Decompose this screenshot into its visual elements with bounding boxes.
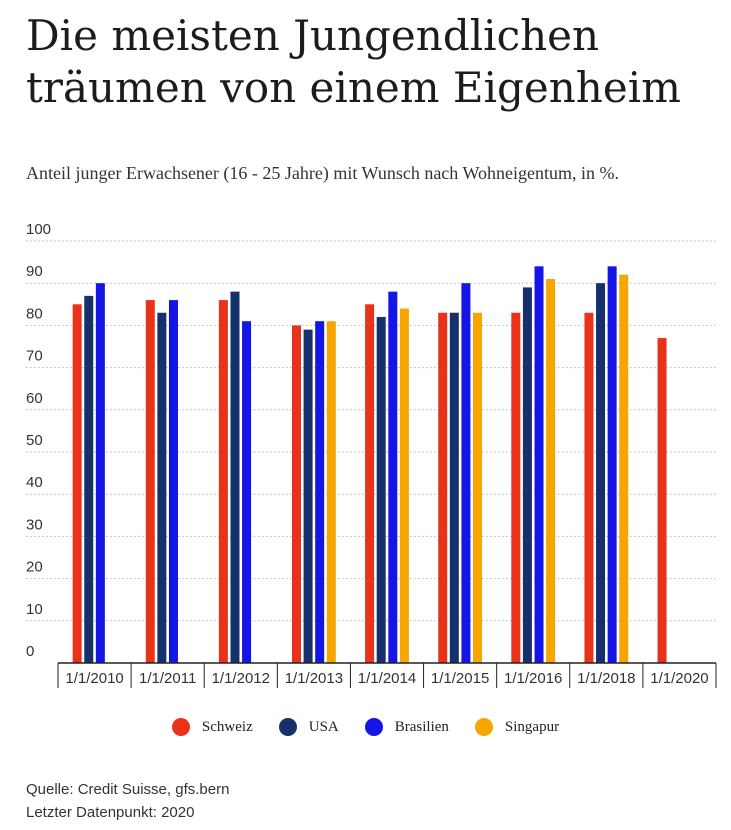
bar-schweiz-1: [145, 300, 155, 663]
bar-brasilien-6: [534, 266, 544, 663]
bar-usa-2: [230, 291, 240, 663]
bar-usa-6: [522, 287, 532, 663]
bar-usa-0: [84, 295, 94, 663]
bar-usa-5: [449, 312, 459, 663]
bar-schweiz-4: [365, 304, 375, 663]
legend-label-brasilien: Brasilien: [394, 718, 449, 735]
bar-brasilien-4: [388, 291, 398, 663]
y-tick-label: 30: [26, 516, 43, 533]
x-tick-label: 1/1/2013: [285, 670, 343, 687]
y-tick-label: 50: [26, 432, 43, 449]
bar-brasilien-7: [607, 266, 617, 663]
bar-schweiz-3: [291, 325, 301, 663]
y-tick-label: 0: [26, 643, 34, 660]
legend-label-singapur: Singapur: [504, 718, 560, 735]
bar-schweiz-8: [657, 338, 667, 663]
bar-usa-4: [376, 316, 386, 663]
bar-usa-3: [303, 329, 313, 663]
legend-item-usa: USA: [278, 718, 339, 736]
bar-brasilien-0: [95, 283, 105, 663]
legend-swatch-schweiz: [171, 718, 190, 736]
bar-usa-7: [596, 283, 606, 663]
chart-title: Die meisten Jungendlichen träumen von ei…: [26, 11, 681, 112]
bar-brasilien-2: [242, 321, 252, 663]
bar-chart: 0 10 20 30 40 50 60 70 80 90 100 1/1/2010 1/1/2011 1/…: [26, 221, 717, 688]
y-tick-label: 100: [26, 221, 51, 238]
bar-brasilien-3: [315, 321, 325, 663]
legend-label-usa: USA: [308, 718, 339, 735]
y-tick-label: 90: [26, 263, 43, 280]
bar-singapur-3: [326, 321, 336, 663]
x-tick-label: 1/1/2011: [139, 670, 196, 687]
bar-schweiz-2: [218, 300, 228, 663]
chart-subtitle: Anteil junger Erwachsener (16 - 25 Jahre…: [26, 163, 619, 183]
x-tick-label: 1/1/2010: [65, 670, 123, 687]
chart-legend: Schweiz USA Brasilien Singapur: [0, 718, 731, 736]
y-tick-label: 40: [26, 474, 43, 491]
bar-schweiz-0: [72, 304, 82, 663]
x-tick-label: 1/1/2020: [650, 670, 708, 687]
bar-usa-1: [157, 312, 167, 663]
legend-item-singapur: Singapur: [474, 718, 560, 736]
bar-schweiz-6: [511, 312, 521, 663]
bar-schweiz-7: [584, 312, 594, 663]
bar-schweiz-5: [438, 312, 448, 663]
x-tick-label: 1/1/2012: [212, 670, 270, 687]
bar-brasilien-1: [168, 300, 178, 663]
bar-singapur-6: [546, 278, 556, 663]
y-tick-label: 20: [26, 559, 43, 576]
last-datapoint-line: Letzter Datenpunkt: 2020: [26, 804, 195, 821]
bar-brasilien-5: [461, 283, 471, 663]
bar-singapur-7: [619, 274, 629, 663]
legend-label-schweiz: Schweiz: [201, 718, 253, 735]
bar-singapur-4: [399, 308, 409, 663]
legend-swatch-brasilien: [364, 718, 383, 736]
x-tick-label: 1/1/2018: [577, 670, 635, 687]
x-tick-label: 1/1/2014: [358, 670, 416, 687]
y-tick-label: 10: [26, 601, 43, 618]
legend-item-brasilien: Brasilien: [364, 718, 449, 736]
bar-singapur-5: [473, 312, 483, 663]
source-note: Quelle: Credit Suisse, gfs.bern Letzter …: [26, 778, 229, 824]
y-tick-label: 70: [26, 348, 43, 365]
legend-swatch-singapur: [474, 718, 493, 736]
y-tick-label: 80: [26, 305, 43, 322]
x-tick-label: 1/1/2015: [431, 670, 489, 687]
source-line: Quelle: Credit Suisse, gfs.bern: [26, 781, 230, 798]
y-tick-label: 60: [26, 390, 43, 407]
legend-swatch-usa: [278, 718, 297, 736]
x-tick-label: 1/1/2016: [504, 670, 562, 687]
legend-item-schweiz: Schweiz: [171, 718, 253, 736]
